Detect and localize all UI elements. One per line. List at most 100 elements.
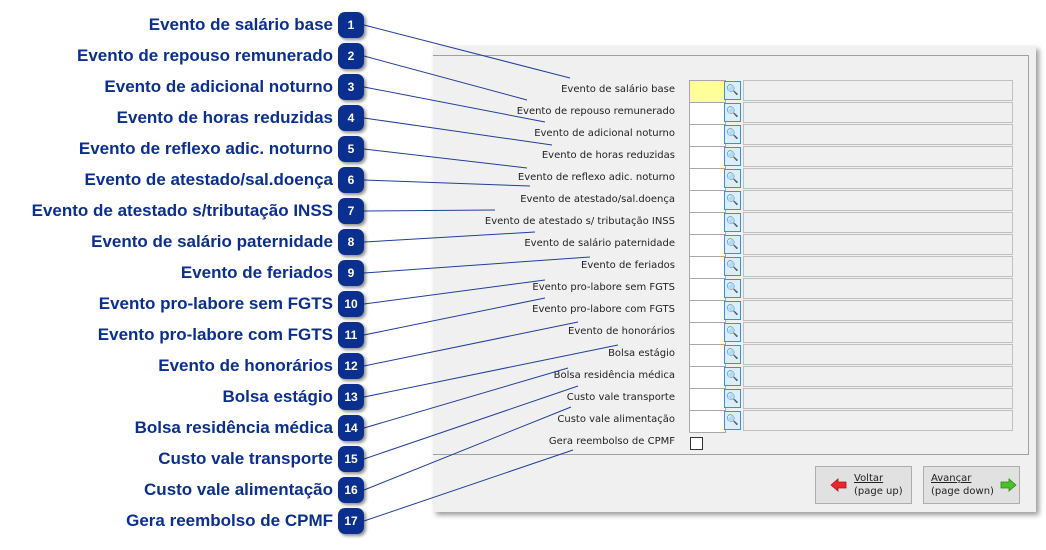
search-icon: 🔍 (726, 217, 739, 228)
search-button[interactable]: 🔍 (724, 367, 741, 386)
callout-label: Custo vale transporte (158, 449, 333, 468)
callout-label: Evento de feriados (180, 263, 333, 282)
search-button[interactable]: 🔍 (724, 125, 741, 144)
search-button[interactable]: 🔍 (724, 279, 741, 298)
event-code-input[interactable] (689, 124, 726, 147)
event-code-input[interactable] (689, 278, 726, 301)
back-button[interactable]: Voltar (page up) (815, 466, 912, 504)
callout-label: Evento de reflexo adic. noturno (78, 139, 333, 158)
fields-group: Evento de salário base 🔍 Evento de repou… (433, 55, 1029, 455)
callout-label: Evento de atestado/sal.doença (84, 170, 333, 189)
event-code-input[interactable] (689, 234, 726, 257)
field-label: Evento de salário paternidade (524, 238, 675, 249)
callout-badge: 4 (338, 105, 364, 131)
event-description-field (743, 190, 1013, 211)
callout-label: Evento de adicional noturno (104, 77, 333, 96)
callout-badge: 17 (338, 508, 364, 534)
callout-label: Evento de salário base (148, 15, 333, 34)
event-description-field (743, 278, 1013, 299)
search-icon: 🔍 (726, 107, 739, 118)
search-button[interactable]: 🔍 (724, 257, 741, 276)
event-code-input[interactable] (689, 366, 726, 389)
callout-badge: 13 (338, 384, 364, 410)
back-sublabel: (page up) (854, 486, 903, 497)
event-code-input[interactable] (689, 388, 726, 411)
event-code-input[interactable] (689, 344, 726, 367)
field-label: Evento pro-labore com FGTS (532, 304, 675, 315)
field-label: Custo vale transporte (566, 392, 675, 403)
event-code-input[interactable] (689, 256, 726, 279)
search-button[interactable]: 🔍 (724, 81, 741, 100)
callout-badge: 15 (338, 446, 364, 472)
field-label: Evento pro-labore sem FGTS (532, 282, 675, 293)
search-button[interactable]: 🔍 (724, 323, 741, 342)
event-code-input[interactable] (689, 80, 726, 103)
event-code-input[interactable] (689, 322, 726, 345)
event-description-field (743, 234, 1013, 255)
search-icon: 🔍 (726, 349, 739, 360)
event-code-input[interactable] (689, 102, 726, 125)
callout-badge: 8 (338, 229, 364, 255)
search-button[interactable]: 🔍 (724, 389, 741, 408)
callout-badge: 9 (338, 260, 364, 286)
event-description-field (743, 256, 1013, 277)
callout-badge: 7 (338, 198, 364, 224)
search-icon: 🔍 (726, 195, 739, 206)
search-button[interactable]: 🔍 (724, 235, 741, 254)
search-button[interactable]: 🔍 (724, 147, 741, 166)
dialog-window: Evento de salário base 🔍 Evento de repou… (433, 46, 1036, 512)
callout-badge: 2 (338, 43, 364, 69)
callout-badge: 3 (338, 74, 364, 100)
cpmf-checkbox[interactable] (690, 437, 703, 450)
callout-badge: 10 (338, 291, 364, 317)
event-code-input[interactable] (689, 212, 726, 235)
callout-label: Evento de honorários (158, 356, 333, 375)
event-description-field (743, 366, 1013, 387)
search-button[interactable]: 🔍 (724, 103, 741, 122)
search-icon: 🔍 (726, 261, 739, 272)
event-description-field (743, 322, 1013, 343)
field-label: Evento de reflexo adic. noturno (517, 172, 675, 183)
callout-label: Gera reembolso de CPMF (126, 511, 333, 530)
event-description-field (743, 168, 1013, 189)
search-button[interactable]: 🔍 (724, 301, 741, 320)
field-label: Evento de salário base (561, 84, 675, 95)
event-code-input[interactable] (689, 168, 726, 191)
callout-badge: 5 (338, 136, 364, 162)
event-description-field (743, 102, 1013, 123)
search-icon: 🔍 (726, 393, 739, 404)
callout-label: Evento de horas reduzidas (116, 108, 333, 127)
event-code-input[interactable] (689, 410, 726, 433)
event-description-field (743, 300, 1013, 321)
search-button[interactable]: 🔍 (724, 169, 741, 188)
callout-label: Evento de salário paternidade (91, 232, 333, 251)
search-icon: 🔍 (726, 239, 739, 250)
event-code-input[interactable] (689, 300, 726, 323)
search-button[interactable]: 🔍 (724, 213, 741, 232)
field-label: Bolsa residência médica (553, 370, 675, 381)
event-code-input[interactable] (689, 146, 726, 169)
callout-label: Custo vale alimentação (144, 480, 333, 499)
field-label: Evento de repouso remunerado (516, 106, 675, 117)
field-label: Evento de horas reduzidas (541, 150, 675, 161)
callout-label: Evento de atestado s/tributação INSS (31, 201, 333, 220)
search-button[interactable]: 🔍 (724, 411, 741, 430)
event-description-field (743, 124, 1013, 145)
event-description-field (743, 410, 1013, 431)
callout-badge: 16 (338, 477, 364, 503)
field-label: Bolsa estágio (608, 348, 675, 359)
callout-badge: 12 (338, 353, 364, 379)
next-button[interactable]: Avançar (page down) (923, 466, 1020, 504)
field-label: Evento de atestado s/ tributação INSS (484, 216, 675, 227)
cpmf-label: Gera reembolso de CPMF (548, 436, 675, 447)
callout-label: Evento de repouso remunerado (77, 46, 333, 65)
event-description-field (743, 212, 1013, 233)
search-icon: 🔍 (726, 415, 739, 426)
callout-badge: 14 (338, 415, 364, 441)
search-button[interactable]: 🔍 (724, 191, 741, 210)
next-label: Avançar (931, 473, 972, 484)
event-code-input[interactable] (689, 190, 726, 213)
search-button[interactable]: 🔍 (724, 345, 741, 364)
arrow-left-icon (830, 478, 847, 492)
callout-label: Bolsa residência médica (134, 418, 333, 437)
